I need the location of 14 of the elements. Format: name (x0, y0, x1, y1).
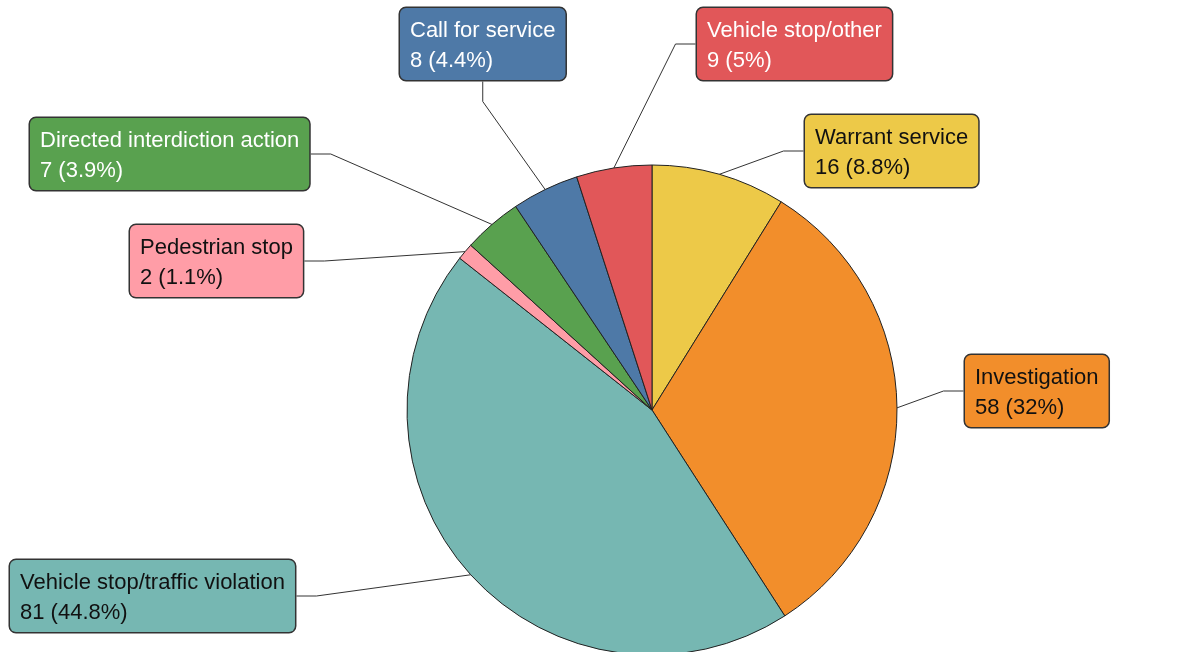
data-label: 7 (3.9%) (40, 156, 124, 182)
data-label: 2 (1.1%) (140, 263, 224, 289)
slice-label: Investigation (975, 363, 1099, 389)
data-label: 81 (44.8%) (20, 598, 128, 624)
slice-label: Call for service (410, 16, 556, 42)
slice-label: Pedestrian stop (140, 233, 293, 259)
slice-label: Vehicle stop/other (707, 16, 882, 42)
data-label: 8 (4.4%) (410, 46, 494, 72)
slice-label: Directed interdiction action (40, 126, 300, 152)
slice-label: Vehicle stop/traffic violation (20, 568, 285, 594)
data-label: 16 (8.8%) (815, 153, 911, 179)
slice-label: Warrant service (815, 123, 969, 149)
data-label: 9 (5%) (707, 46, 772, 72)
data-label: 58 (32%) (975, 393, 1065, 419)
